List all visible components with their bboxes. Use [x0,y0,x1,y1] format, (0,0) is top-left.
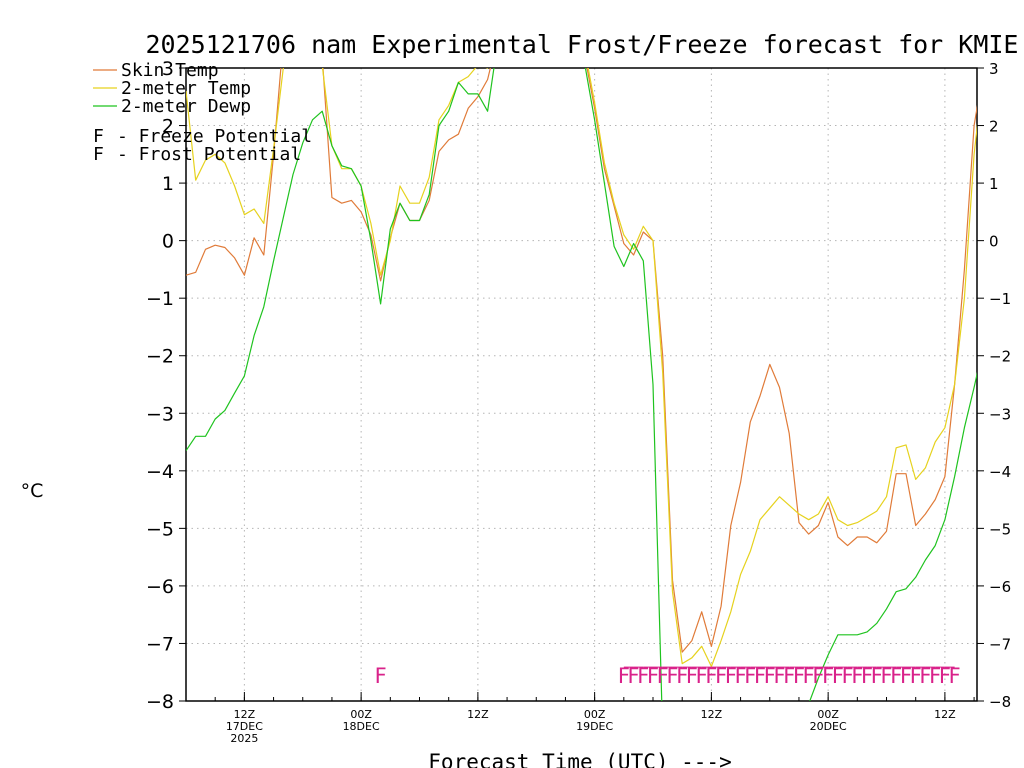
freeze-marker: F [705,664,717,688]
y-tick-label: 0 [162,231,174,253]
freeze-marker: F [725,664,737,688]
y-tick-label: −2 [146,346,174,368]
freeze-marker: F [375,664,387,688]
y-tick-label: −1 [146,288,174,310]
grid [186,68,977,701]
freeze-marker: F [666,664,678,688]
y-tick-label-right: −1 [989,290,1011,308]
freeze-marker: F [832,664,844,688]
x-tick-label: 00Z [350,708,372,721]
legend-entry-label: 2-meter Temp [121,78,251,99]
freeze-marker: F [773,664,785,688]
freeze-marker: F [803,664,815,688]
freeze-marker: F [851,664,863,688]
freeze-marker: F [793,664,805,688]
x-tick-label: 12Z [701,708,723,721]
y-tick-label-right: 1 [989,175,999,193]
y-tick-label: 2 [162,116,174,138]
y-axis-left: 3 2 1 0 −1 −2 −3 −4 −5 −6 −7 −8 [146,58,186,713]
freeze-marker: F [871,664,883,688]
series-line-skin-temp [186,68,977,653]
legend-potential-mark: F [93,126,104,147]
plot-frame [185,67,978,702]
x-tick-label: 12Z [234,708,256,721]
y-tick-label: 3 [162,58,174,80]
freeze-marker: F [696,664,708,688]
freeze-marker: F [812,664,824,688]
x-tick-label: 12Z [934,708,956,721]
freeze-marker: F [890,664,902,688]
freeze-marker: F [764,664,776,688]
y-tick-label: −7 [146,633,174,655]
legend-entry-label: 2-meter Dewp [121,96,251,117]
y-tick-label: −8 [146,691,174,713]
freeze-marker: F [715,664,727,688]
y-tick-label: −3 [146,403,174,425]
legend-potential-mark: F [93,144,104,165]
freeze-marker: F [861,664,873,688]
legend-potential-label: - Frost Potential [117,144,301,165]
freeze-marker: F [628,664,640,688]
y-tick-label: −6 [146,576,174,598]
series-line-2-meter-dewp [186,68,977,701]
freeze-marker: F [744,664,756,688]
y-axis-label: °C [21,480,44,502]
y-tick-label-right: −8 [989,693,1011,711]
x-tick-label: 18DEC [343,720,380,733]
freeze-marker: F [822,664,834,688]
freeze-marker: F [735,664,747,688]
y-tick-label-right: −6 [989,578,1011,596]
series-line-2-meter-temp [186,68,977,668]
y-tick-label-right: −3 [989,405,1011,423]
x-tick-label: 00Z [584,708,606,721]
freeze-marker: F [754,664,766,688]
legend-entry-label: Skin Temp [121,60,219,81]
y-tick-label-right: −7 [989,635,1011,653]
x-tick-label: 12Z [467,708,489,721]
y-tick-label-right: −4 [989,463,1011,481]
y-tick-label: −4 [146,461,174,483]
legend-potential-label: - Freeze Potential [117,126,312,147]
freeze-marker: F [676,664,688,688]
freeze-marker: F [910,664,922,688]
y-axis-right: 3 2 1 0 −1 −2 −3 −4 −5 −6 −7 −8 [977,60,1011,711]
y-tick-label: −5 [146,518,174,540]
x-axis-label: Forecast Time (UTC) ---> [428,750,731,768]
y-tick-label-right: 3 [989,60,999,78]
x-tick-label: 2025 [230,732,258,745]
freeze-marker: F [949,664,961,688]
y-tick-label-right: 2 [989,118,999,136]
freeze-marker: F [929,664,941,688]
series-layer [186,68,977,701]
freeze-marker: F [919,664,931,688]
y-tick-label-right: −5 [989,520,1011,538]
x-tick-label: 20DEC [810,720,847,733]
x-tick-label: 19DEC [576,720,613,733]
y-tick-label-right: −2 [989,348,1011,366]
freeze-marker: F [637,664,649,688]
x-tick-label: 17DEC [226,720,263,733]
freeze-marker: F [900,664,912,688]
freeze-marker: F [842,664,854,688]
y-tick-label: 1 [162,173,174,195]
freeze-marker: F [657,664,669,688]
y-tick-label-right: 0 [989,233,999,251]
freeze-marker: F [618,664,630,688]
x-tick-label: 00Z [817,708,839,721]
freeze-marker: F [881,664,893,688]
freeze-marker: F [686,664,698,688]
freeze-marker: F [647,664,659,688]
freeze-marker: F [939,664,951,688]
freeze-marker: F [783,664,795,688]
chart-title: 2025121706 nam Experimental Frost/Freeze… [146,30,1019,59]
